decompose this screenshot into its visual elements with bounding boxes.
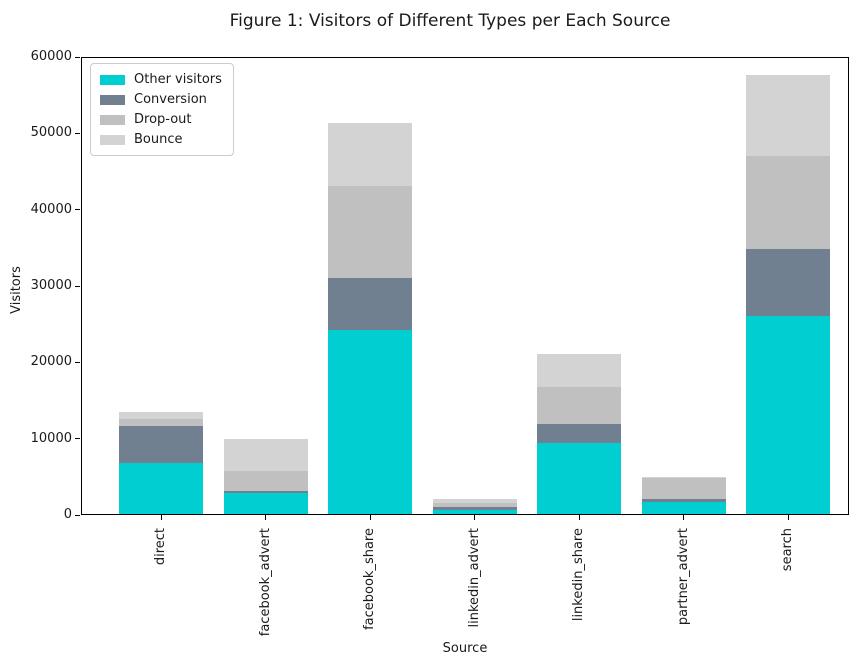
- bar-segment-linkedin-share-conversion: [537, 424, 621, 444]
- bar-segment-direct-drop-out: [119, 418, 203, 427]
- x-axis-label: Source: [442, 641, 488, 656]
- legend-item-conversion: Conversion: [100, 92, 222, 107]
- bar-segment-search-conversion: [746, 248, 830, 316]
- x-tick-mark-linkedin-share: [578, 515, 580, 520]
- legend: Other visitors Conversion Drop-out Bounce: [90, 63, 234, 156]
- bar-segment-direct-other-visitors: [119, 463, 203, 515]
- bar-segment-partner-advert-conversion: [641, 498, 726, 503]
- x-tick-label-direct: direct: [153, 524, 190, 565]
- legend-item-bounce: Bounce: [100, 132, 222, 147]
- y-tick-label-0: 0: [63, 507, 72, 522]
- y-tick-mark-0: [75, 514, 80, 516]
- x-tick-label-linkedin-advert: linkedin_advert: [467, 524, 566, 627]
- x-tick-label-text: facebook_advert: [257, 528, 273, 637]
- y-tick-mark-40000: [75, 209, 80, 211]
- x-tick-mark-search: [787, 515, 789, 520]
- legend-swatch-bounce: [100, 134, 125, 145]
- bar-segment-linkedin-share-bounce: [537, 353, 621, 387]
- x-tick-label-partner-advert: partner_advert: [676, 524, 773, 625]
- bar-segment-search-other-visitors: [746, 315, 830, 515]
- bar-segment-facebook-share-other-visitors: [328, 329, 412, 515]
- x-tick-mark-partner-advert: [683, 515, 684, 520]
- x-tick-label-facebook-share: facebook_share: [362, 524, 464, 630]
- x-tick-label-text: facebook_share: [362, 528, 377, 630]
- legend-label-bounce: Bounce: [134, 132, 183, 147]
- bar-segment-partner-advert-other-visitors: [641, 502, 726, 515]
- legend-label-other-visitors: Other visitors: [134, 72, 222, 87]
- bar-segment-facebook-advert-bounce: [223, 439, 308, 472]
- x-tick-label-text: partner_advert: [675, 528, 691, 626]
- bar-segment-direct-conversion: [119, 426, 203, 464]
- bar-segment-facebook-share-conversion: [328, 278, 412, 330]
- y-tick-mark-10000: [75, 438, 80, 440]
- x-tick-mark-linkedin-advert: [474, 515, 475, 520]
- bar-segment-facebook-advert-conversion: [223, 491, 308, 493]
- y-tick-label-10000: 10000: [30, 430, 72, 446]
- bar-segment-direct-bounce: [119, 411, 203, 419]
- y-tick-mark-20000: [75, 361, 80, 363]
- bar-segment-facebook-share-bounce: [328, 123, 412, 186]
- y-tick-mark-50000: [75, 132, 80, 134]
- x-tick-label-text: direct: [153, 528, 168, 566]
- chart-title: Figure 1: Visitors of Different Types pe…: [229, 11, 671, 31]
- bar-segment-linkedin-advert-bounce: [432, 498, 517, 503]
- bar-segment-linkedin-share-drop-out: [537, 386, 621, 425]
- bar-segment-linkedin-advert-other-visitors: [432, 510, 517, 515]
- bar-segment-partner-advert-drop-out: [641, 478, 726, 499]
- x-tick-label-linkedin-share: linkedin_share: [571, 524, 664, 621]
- bar-segment-facebook-share-drop-out: [328, 186, 412, 279]
- x-tick-label-search: search: [780, 524, 823, 571]
- bar-segment-partner-advert-bounce: [641, 476, 726, 479]
- legend-label-conversion: Conversion: [134, 92, 207, 107]
- y-tick-label-60000: 60000: [30, 49, 72, 64]
- x-tick-mark-facebook-advert: [265, 515, 266, 520]
- y-tick-label-40000: 40000: [30, 201, 72, 217]
- x-tick-mark-direct: [160, 515, 162, 520]
- legend-swatch-conversion: [100, 94, 125, 105]
- legend-swatch-other-visitors: [100, 74, 125, 85]
- x-tick-label-facebook-advert: facebook_advert: [258, 524, 366, 636]
- y-tick-label-30000: 30000: [30, 278, 72, 293]
- x-tick-label-text: linkedin_share: [571, 528, 586, 622]
- bar-segment-facebook-advert-drop-out: [223, 471, 308, 492]
- bar-segment-linkedin-share-other-visitors: [537, 443, 621, 515]
- legend-swatch-drop-out: [100, 114, 125, 125]
- x-tick-label-text: linkedin_advert: [466, 528, 482, 628]
- x-tick-label-text: search: [780, 528, 795, 572]
- legend-item-drop-out: Drop-out: [100, 112, 222, 127]
- bar-segment-facebook-advert-other-visitors: [223, 492, 308, 515]
- y-tick-label-50000: 50000: [30, 125, 72, 141]
- plot-frame: [81, 57, 849, 515]
- y-axis-label: Visitors: [9, 266, 24, 314]
- bar-segment-search-bounce: [746, 75, 830, 157]
- legend-label-drop-out: Drop-out: [134, 112, 192, 127]
- x-tick-mark-facebook-share: [369, 515, 371, 520]
- bar-segment-linkedin-advert-drop-out: [432, 502, 517, 508]
- y-tick-mark-60000: [75, 56, 80, 58]
- y-tick-label-20000: 20000: [30, 354, 72, 370]
- legend-item-other-visitors: Other visitors: [100, 72, 222, 87]
- y-tick-mark-30000: [75, 285, 80, 287]
- bar-segment-linkedin-advert-conversion: [432, 507, 517, 511]
- bar-segment-search-drop-out: [746, 156, 830, 249]
